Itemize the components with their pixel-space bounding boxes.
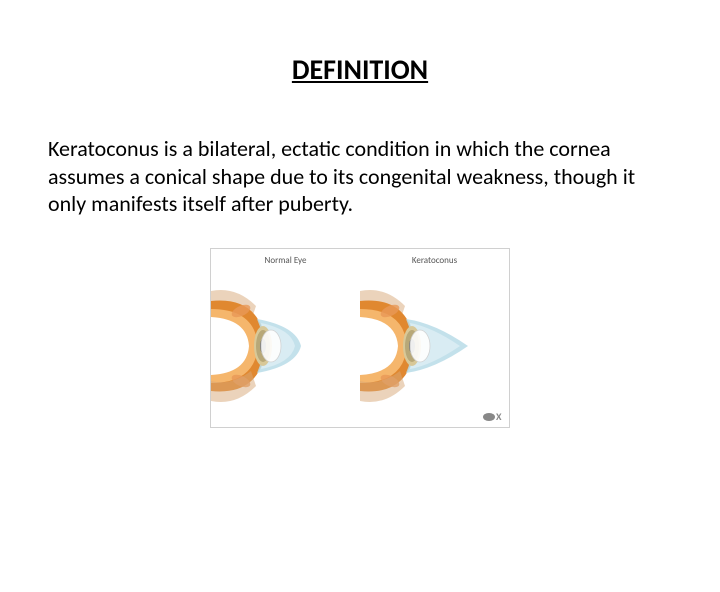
keratoconus-eye-illustration xyxy=(360,271,510,421)
normal-eye-panel: Normal Eye xyxy=(211,249,360,427)
slide-title: DEFINITION xyxy=(0,52,720,87)
diagram-watermark: X xyxy=(483,410,501,423)
definition-paragraph: Keratoconus is a bilateral, ectatic cond… xyxy=(48,135,672,218)
eye-comparison-diagram: Normal Eye xyxy=(210,248,510,428)
diagram-container: Normal Eye xyxy=(0,248,720,428)
watermark-text: X xyxy=(496,410,501,423)
normal-eye-illustration xyxy=(211,271,361,421)
watermark-icon xyxy=(483,413,495,421)
keratoconus-eye-label: Keratoconus xyxy=(412,255,457,266)
normal-eye-label: Normal Eye xyxy=(265,255,307,266)
keratoconus-eye-panel: Keratoconus xyxy=(360,249,509,427)
